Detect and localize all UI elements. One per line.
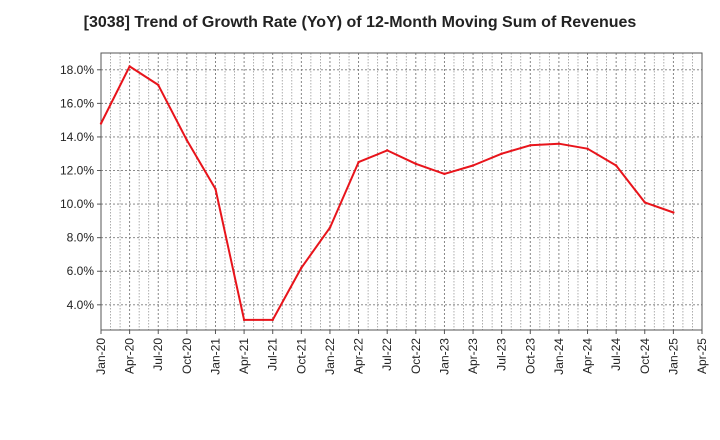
data-point: [557, 142, 561, 145]
data-point: [99, 122, 103, 125]
data-point: [586, 147, 589, 150]
data-point: [614, 164, 618, 167]
y-tick-label: 14.0%: [60, 130, 94, 144]
data-point: [128, 65, 131, 68]
x-tick-label: Jul-24: [609, 338, 623, 371]
data-point: [443, 172, 446, 176]
x-tick-label: Apr-21: [237, 338, 251, 374]
y-tick-label: 10.0%: [60, 197, 94, 211]
x-tick-label: Jul-23: [495, 338, 509, 371]
plot-frame: [100, 52, 703, 331]
x-tick-label: Jan-21: [208, 338, 222, 375]
data-point: [672, 211, 675, 214]
chart-title: [3038] Trend of Growth Rate (YoY) of 12-…: [83, 14, 637, 31]
data-point: [185, 139, 189, 142]
x-tick-label: Oct-21: [294, 338, 308, 374]
y-tick-label: 12.0%: [60, 164, 94, 178]
x-tick-label: Apr-22: [352, 338, 366, 374]
data-point: [242, 318, 246, 322]
x-tick-label: Apr-20: [123, 338, 137, 374]
x-tick-label: Jul-21: [266, 338, 280, 371]
data-point: [214, 187, 217, 191]
x-tick-label: Jul-20: [151, 338, 165, 371]
series-layer: [99, 65, 675, 322]
data-point: [385, 149, 389, 152]
axes: 4.0% 6.0% 8.0% 10.0% 12.0% 14.0% 16.0% 18.0% Jan…: [60, 52, 709, 375]
data-point: [157, 83, 160, 87]
x-tick-label: Oct-22: [409, 338, 423, 374]
x-tick-label: Jan-23: [437, 338, 451, 375]
data-point: [357, 160, 360, 164]
y-tick-label: 18.0%: [60, 63, 94, 77]
x-tick-label: Oct-23: [523, 338, 537, 374]
x-tick-label: Jan-24: [552, 338, 566, 375]
x-tick-label: Jan-22: [323, 338, 337, 375]
data-point: [328, 226, 332, 229]
data-point: [500, 152, 503, 155]
x-tick-label: Oct-24: [638, 338, 652, 374]
x-tick-label: Jan-20: [94, 338, 108, 375]
x-tick-label: Apr-23: [466, 338, 480, 374]
x-tick-label: Jul-22: [380, 338, 394, 371]
y-tick-label: 4.0%: [67, 298, 95, 312]
data-point: [643, 201, 646, 204]
y-tick-label: 8.0%: [67, 231, 95, 245]
data-point: [300, 266, 303, 270]
y-tick-label: 6.0%: [67, 264, 95, 278]
grid: [101, 53, 702, 330]
x-tick-label: Apr-25: [695, 338, 709, 374]
data-point: [471, 164, 475, 167]
data-point: [271, 318, 274, 322]
x-tick-label: Apr-24: [581, 338, 595, 374]
y-tick-label: 16.0%: [60, 96, 94, 110]
x-tick-label: Jan-25: [666, 338, 680, 375]
data-point: [414, 162, 418, 165]
x-tick-label: Oct-20: [180, 338, 194, 374]
data-point: [529, 144, 532, 147]
